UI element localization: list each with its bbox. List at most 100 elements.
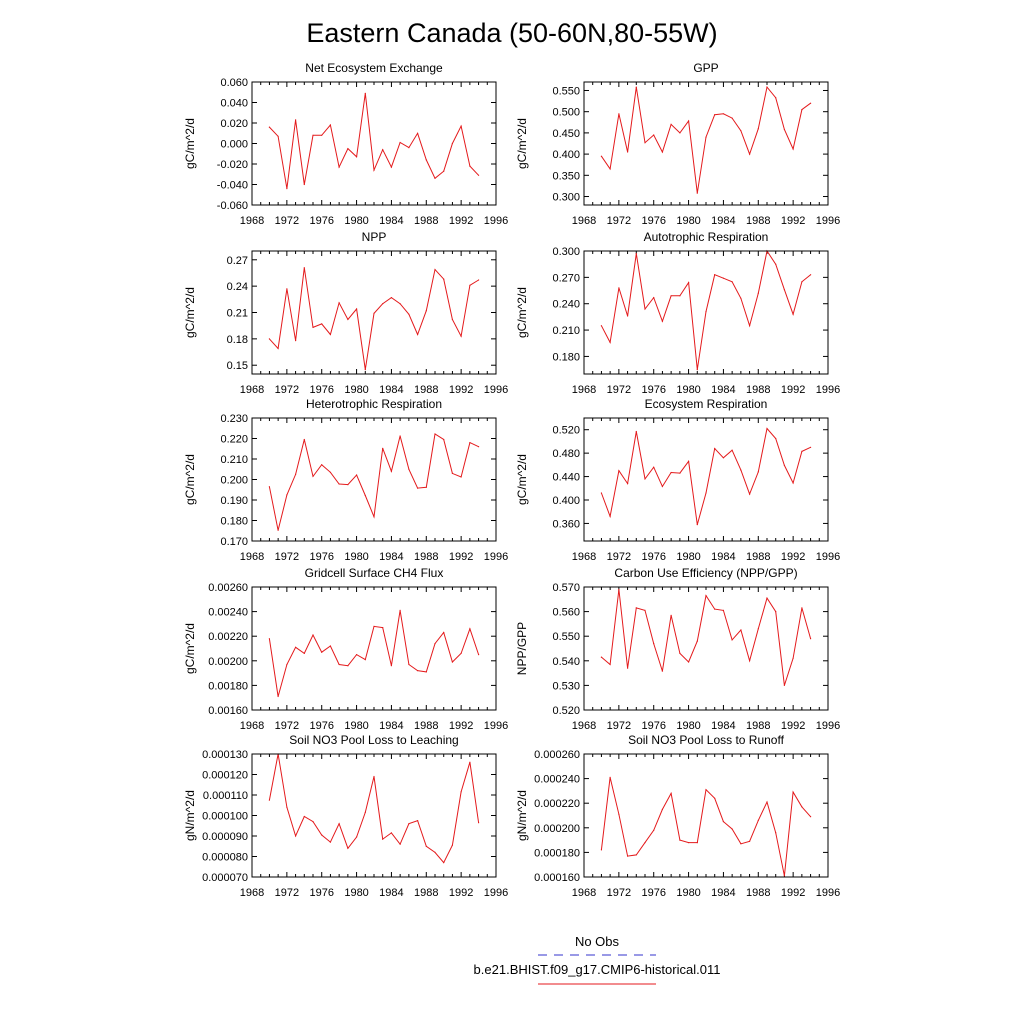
- data-point: [347, 318, 349, 321]
- data-point: [338, 483, 340, 485]
- x-tick-label: 1988: [414, 887, 438, 899]
- data-point: [670, 295, 672, 297]
- x-tick-label: 1984: [379, 720, 403, 732]
- x-tick-label: 1996: [816, 720, 840, 732]
- x-tick-label: 1980: [676, 384, 700, 396]
- data-point: [740, 469, 742, 471]
- data-point: [390, 832, 392, 834]
- data-point: [757, 128, 759, 130]
- data-point: [478, 279, 480, 281]
- y-tick-label: 0.200: [220, 475, 248, 487]
- data-point: [731, 281, 733, 283]
- legend: No Obs b.e21.BHIST.f09_g17.CMIP6-histori…: [474, 934, 721, 985]
- data-point: [478, 174, 480, 176]
- data-point: [277, 529, 279, 531]
- data-point: [373, 516, 375, 518]
- data-point: [749, 660, 751, 662]
- data-point: [627, 483, 629, 485]
- data-point: [635, 430, 637, 433]
- data-point: [321, 464, 323, 466]
- data-point: [460, 791, 462, 793]
- data-point: [609, 776, 611, 779]
- x-tick-label: 1988: [746, 720, 770, 732]
- data-point: [382, 627, 384, 629]
- data-point: [408, 313, 410, 315]
- data-point: [321, 651, 323, 653]
- chart-panel: NPP gC/m^2/d 1968 1972 1976 1980 1984 1988 1992 1…: [183, 230, 508, 396]
- y-tick-label: 0.480: [552, 448, 580, 460]
- x-tick-label: 1976: [641, 887, 665, 899]
- y-tick-label: 0.500: [552, 107, 580, 119]
- data-point: [364, 811, 366, 814]
- data-point: [714, 274, 716, 276]
- data-point: [295, 340, 297, 342]
- x-tick-label: 1984: [711, 384, 735, 396]
- y-axis-label: gN/m^2/d: [183, 790, 197, 841]
- data-point: [775, 437, 777, 440]
- data-point: [425, 845, 427, 847]
- x-tick-label: 1992: [781, 215, 805, 227]
- data-point: [679, 295, 681, 297]
- data-point: [303, 183, 305, 186]
- series-line: [600, 249, 811, 370]
- y-axis-label: gN/m^2/d: [515, 790, 529, 841]
- data-point: [688, 460, 690, 462]
- data-point: [775, 832, 777, 834]
- data-point: [286, 288, 288, 290]
- data-point: [749, 493, 751, 495]
- y-tick-label: 0.360: [552, 518, 580, 530]
- x-tick-label: 1996: [816, 887, 840, 899]
- x-tick-label: 1980: [344, 720, 368, 732]
- data-point: [801, 806, 803, 808]
- data-point: [443, 862, 445, 864]
- y-tick-label: 0.300: [552, 246, 580, 258]
- y-axis-label: gC/m^2/d: [183, 287, 197, 338]
- x-tick-label: 1980: [344, 887, 368, 899]
- y-tick-label: 0.24: [227, 281, 248, 293]
- data-point: [469, 284, 471, 286]
- x-tick-label: 1992: [449, 384, 473, 396]
- data-point: [312, 134, 314, 136]
- y-tick-label: 0.020: [220, 118, 248, 130]
- data-point: [478, 446, 480, 448]
- x-tick-label: 1976: [309, 551, 333, 563]
- x-tick-label: 1984: [711, 551, 735, 563]
- data-point: [425, 159, 427, 161]
- x-tick-label: 1980: [344, 551, 368, 563]
- x-tick-label: 1976: [309, 215, 333, 227]
- x-tick-label: 1996: [484, 887, 508, 899]
- data-point: [731, 117, 733, 119]
- data-point: [382, 447, 384, 449]
- data-point: [783, 128, 786, 131]
- data-point: [731, 639, 733, 641]
- series-line: [600, 427, 811, 525]
- y-tick-label: 0.000070: [202, 872, 248, 884]
- y-tick-label: 0.00160: [208, 705, 248, 717]
- chart-panel: Heterotrophic Respiration gC/m^2/d 1968 197…: [183, 397, 508, 563]
- data-point: [268, 486, 270, 488]
- y-tick-label: 0.440: [552, 472, 580, 484]
- series-line: [268, 753, 480, 864]
- data-point: [757, 628, 759, 630]
- legend-case-label: b.e21.BHIST.f09_g17.CMIP6-historical.011: [474, 962, 721, 977]
- data-point: [679, 839, 681, 841]
- data-point: [295, 646, 297, 648]
- data-point: [303, 652, 305, 655]
- data-point: [810, 274, 812, 276]
- data-point: [364, 92, 366, 94]
- data-point: [757, 819, 759, 822]
- x-tick-label: 1992: [449, 720, 473, 732]
- data-point: [268, 338, 270, 340]
- plot-frame: [251, 753, 497, 878]
- data-point: [469, 165, 471, 167]
- data-point: [766, 597, 768, 599]
- y-tick-label: 0.180: [220, 516, 248, 528]
- data-point: [295, 835, 297, 837]
- data-point: [443, 278, 445, 280]
- data-point: [644, 142, 646, 144]
- data-point: [329, 841, 331, 843]
- y-tick-label: 0.15: [227, 360, 248, 372]
- data-point: [688, 120, 690, 122]
- x-tick-label: 1968: [572, 215, 596, 227]
- data-point: [705, 492, 707, 494]
